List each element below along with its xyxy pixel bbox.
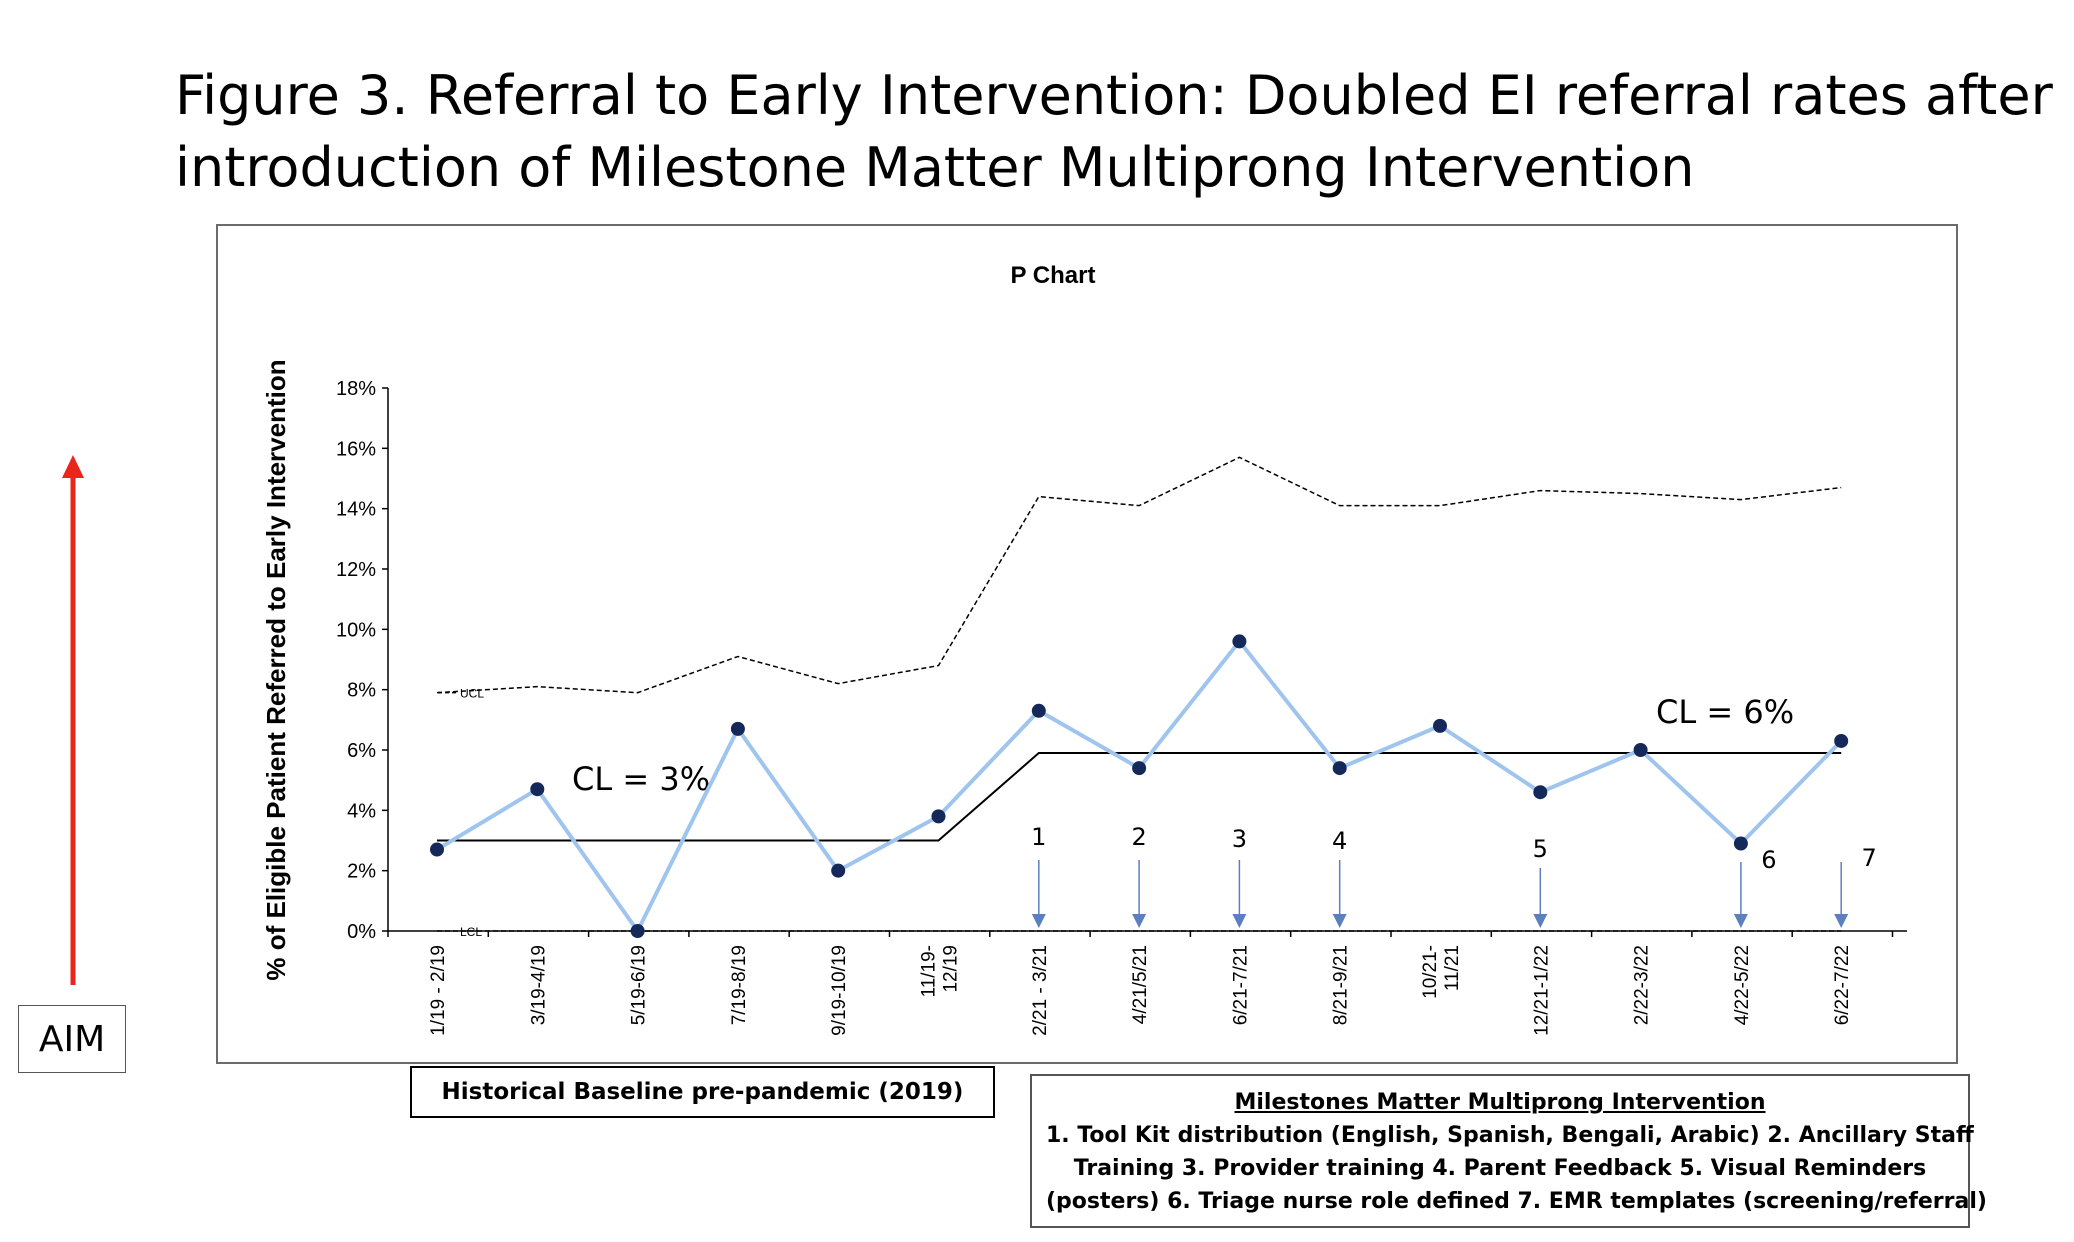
- intervention-arrow-head: [1332, 914, 1347, 928]
- intervention-number: 6: [1761, 846, 1776, 874]
- y-axis-label: % of Eligible Patient Referred to Early …: [261, 359, 291, 980]
- y-tick-label: 12%: [336, 559, 376, 581]
- intervention-arrow-head: [1232, 914, 1247, 928]
- intervention-number: 2: [1131, 823, 1146, 851]
- y-tick-label: 4%: [347, 800, 376, 822]
- figure-title-line1: Figure 3. Referral to Early Intervention…: [175, 64, 2053, 127]
- data-point: [630, 924, 645, 938]
- intervention-number: 1: [1031, 823, 1046, 851]
- intervention-number: 7: [1862, 844, 1877, 872]
- center-lines: CL = 3% CL = 6%: [437, 693, 1842, 842]
- aim-arrow: [62, 455, 84, 985]
- baseline-box: Historical Baseline pre-pandemic (2019): [410, 1066, 995, 1118]
- intervention-title: Milestones Matter Multiprong Interventio…: [1234, 1090, 1766, 1115]
- data-points: [430, 634, 1849, 938]
- y-tick-label: 18%: [336, 378, 376, 400]
- intervention-arrow-head: [1533, 914, 1548, 928]
- intervention-box: Milestones Matter Multiprong Interventio…: [1030, 1074, 1987, 1228]
- data-point: [730, 721, 745, 736]
- intervention-arrow-head: [1834, 914, 1849, 928]
- y-tick-label: 6%: [347, 740, 376, 762]
- center-line-label-baseline: CL = 3%: [572, 760, 710, 798]
- aim-label: AIM: [38, 1018, 106, 1060]
- x-tick-label: 5/19-6/19: [629, 945, 650, 1025]
- x-tick-label: 7/19-8/19: [729, 945, 750, 1025]
- data-point: [430, 842, 444, 857]
- intervention-arrows: 1 2 3 4 5 6 7: [1031, 823, 1877, 928]
- figure-title: Figure 3. Referral to Early Intervention…: [175, 60, 2055, 204]
- y-tick-label: 8%: [347, 680, 376, 702]
- x-tick-label: 2/21 - 3/21: [1030, 945, 1051, 1036]
- y-tick-label: 16%: [336, 438, 376, 460]
- chart-title: P Chart: [1011, 262, 1096, 289]
- data-point: [1533, 785, 1548, 800]
- x-tick-label: 1/19 - 2/19: [428, 945, 449, 1036]
- intervention-line-1: 1. Tool Kit distribution (English, Spani…: [1046, 1123, 1974, 1148]
- data-point: [1031, 703, 1046, 718]
- data-point: [1232, 634, 1247, 649]
- x-tick-label: 6/21-7/21: [1230, 945, 1251, 1025]
- baseline-label: Historical Baseline pre-pandemic (2019): [441, 1079, 964, 1105]
- data-point: [1332, 761, 1347, 776]
- chart-frame: [216, 224, 1958, 1064]
- data-point: [1433, 718, 1447, 733]
- control-limits: UCL LCL: [436, 456, 1842, 939]
- x-tick-label: 3/19-4/19: [528, 945, 549, 1025]
- y-tick-label: 0%: [347, 921, 376, 943]
- x-tick-label: 12/21-1/22: [1531, 945, 1552, 1036]
- data-point: [931, 809, 946, 824]
- y-tick-label: 2%: [347, 861, 376, 883]
- intervention-arrow-head: [1031, 914, 1046, 928]
- data-point: [1834, 733, 1849, 748]
- intervention-number: 4: [1332, 827, 1347, 855]
- center-line: [437, 752, 1842, 842]
- x-tick-label: 2/22-3/22: [1632, 945, 1653, 1025]
- lcl-label: LCL: [460, 925, 482, 939]
- x-tick-label: 4/21/5/21: [1130, 945, 1151, 1024]
- ucl-line: [436, 456, 1842, 694]
- x-tick-label: 11/19-12/19: [919, 945, 962, 997]
- intervention-arrow-head: [1132, 914, 1147, 928]
- y-tick-label: 10%: [336, 619, 376, 641]
- center-line-label-intervention: CL = 6%: [1656, 693, 1794, 731]
- data-point: [1633, 743, 1648, 757]
- x-tick-label: 9/19-10/19: [829, 945, 850, 1036]
- intervention-number: 5: [1533, 835, 1548, 863]
- data-point: [530, 782, 545, 797]
- x-tick-label: 6/22-7/22: [1832, 945, 1853, 1025]
- intervention-number: 3: [1232, 825, 1247, 853]
- data-point: [1733, 836, 1748, 851]
- y-tick-labels: 0% 2% 4% 6% 8% 10% 12% 14% 16% 18%: [336, 378, 376, 943]
- data-point: [1132, 761, 1147, 776]
- x-tick-labels: 1/19 - 2/19 3/19-4/19 5/19-6/19 7/19-8/19 9/…: [428, 945, 1853, 1036]
- ucl-label: UCL: [460, 687, 484, 701]
- intervention-line-3: (posters) 6. Triage nurse role defined 7…: [1046, 1189, 1987, 1214]
- x-tick-label: 10/21-11/21: [1420, 945, 1463, 999]
- intervention-arrow-head: [1733, 914, 1748, 928]
- figure-title-line2: introduction of Milestone Matter Multipr…: [175, 136, 1695, 199]
- x-tick-label: 8/21-9/21: [1331, 945, 1352, 1025]
- y-tick-label: 14%: [336, 499, 376, 521]
- x-tick-label: 4/22-5/22: [1732, 945, 1753, 1025]
- aim-box: AIM: [18, 1005, 126, 1073]
- intervention-line-2: Training 3. Provider training 4. Parent …: [1073, 1156, 1927, 1181]
- data-point: [831, 863, 846, 878]
